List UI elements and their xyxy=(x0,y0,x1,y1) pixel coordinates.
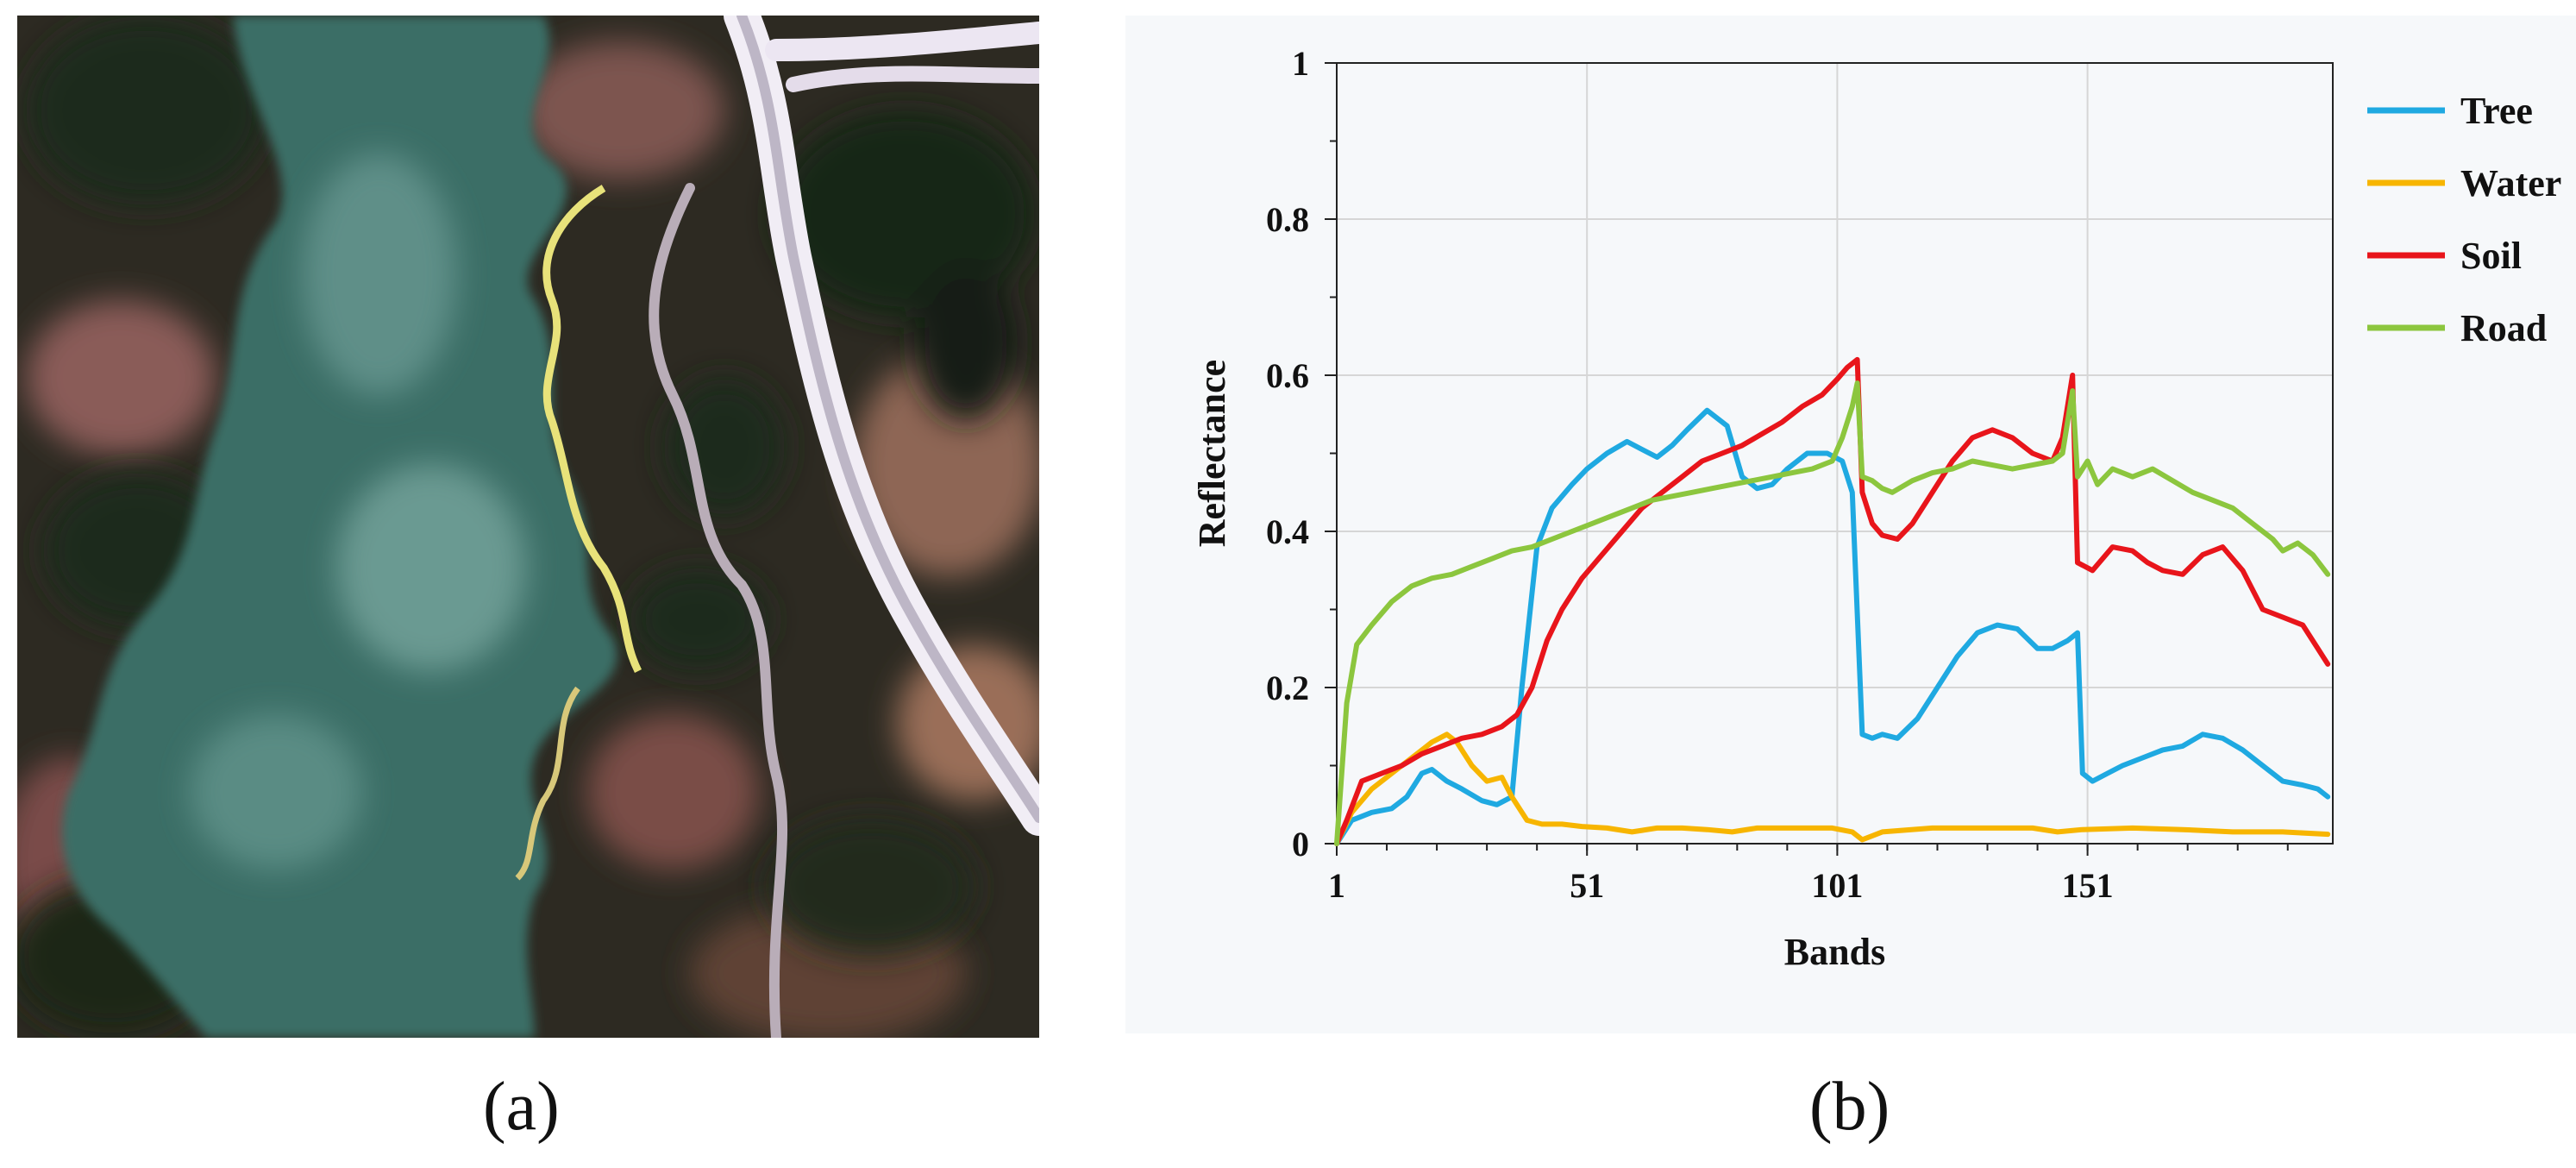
y-tick-labels: 0 0.2 0.4 0.6 0.8 1 xyxy=(1266,44,1309,863)
legend-label-water: Water xyxy=(2460,162,2561,204)
y-tick-label: 0.6 xyxy=(1266,356,1309,395)
roads xyxy=(649,16,1039,1038)
caption-a: (a) xyxy=(483,1069,560,1145)
y-tick-label: 0.4 xyxy=(1266,512,1309,551)
series-line-water xyxy=(1334,732,2331,846)
x-tick-label: 101 xyxy=(1811,866,1863,905)
chart-background xyxy=(1125,16,2576,1033)
y-tick-label: 1 xyxy=(1292,44,1309,83)
series-line-road xyxy=(1334,380,2331,846)
scene-image xyxy=(17,16,1039,1038)
shoreline-edge xyxy=(542,185,642,674)
caption-b: (b) xyxy=(1809,1069,1890,1145)
y-tick-label: 0.8 xyxy=(1266,200,1309,239)
x-axis-label: Bands xyxy=(1784,931,1885,973)
x-tick-labels: 1 51 101 151 xyxy=(1328,866,2114,905)
vegetation xyxy=(17,16,1035,1033)
scene-svg xyxy=(17,16,1039,1038)
series-line-soil xyxy=(1334,356,2331,846)
axis-ticks xyxy=(1325,62,2289,856)
water-shimmer xyxy=(190,154,526,870)
reflectance-chart: 1 51 101 151 00.20.40.60.81 Bands Reflectan… xyxy=(1191,44,2561,973)
x-tick-label: 151 xyxy=(2062,866,2114,905)
shoreline-edge-lower xyxy=(515,686,580,881)
x-tick-label: 1 xyxy=(1328,866,1345,905)
legend-label-tree: Tree xyxy=(2460,90,2533,132)
y-tick-label: 0 xyxy=(1292,825,1309,863)
legend-label-soil: Soil xyxy=(2460,235,2522,277)
legend-label-road: Road xyxy=(2460,307,2547,349)
y-tick-label: 0.2 xyxy=(1266,669,1309,707)
y-axis-label: Reflectance xyxy=(1191,360,1233,547)
series-lines xyxy=(1334,356,2331,846)
x-tick-label: 51 xyxy=(1570,866,1604,905)
legend: Tree Water Soil Road xyxy=(2367,90,2561,349)
